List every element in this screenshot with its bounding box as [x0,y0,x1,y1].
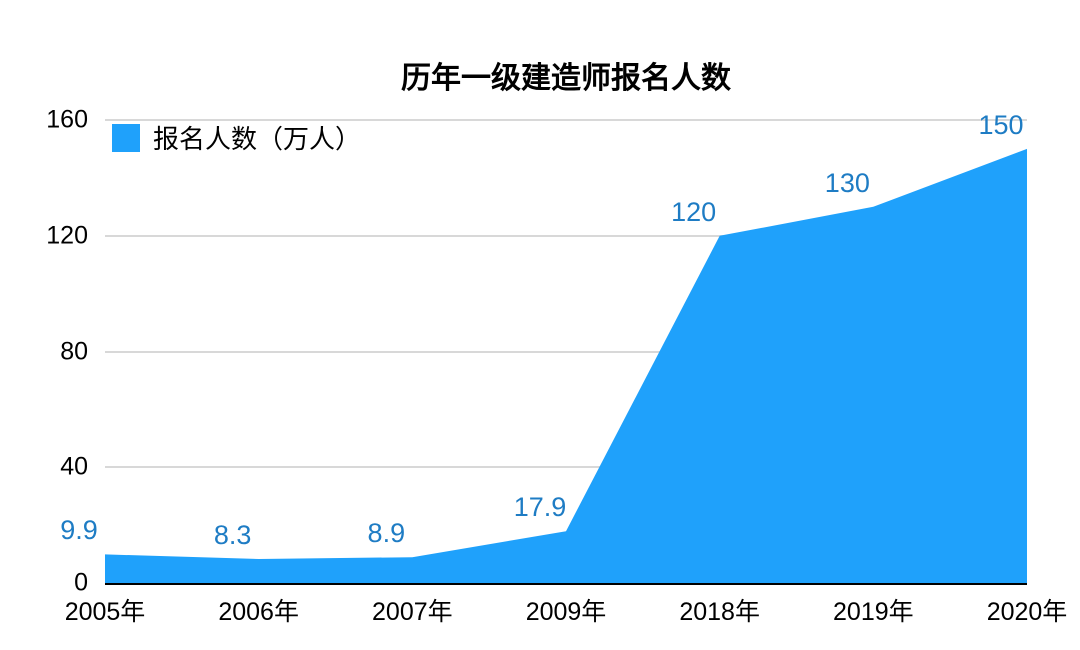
data-point-label: 150 [978,109,1024,140]
x-axis-tick-label: 2006年 [218,598,299,626]
data-point-label: 130 [824,167,870,198]
x-axis-tick-label: 2019年 [833,598,914,626]
y-axis-tick-label: 120 [46,221,88,250]
data-point-label: 17.9 [513,492,567,523]
x-axis-tick-label: 2020年 [986,598,1068,626]
area-series-shape [105,148,1027,583]
gridline-y-160 [105,119,1027,121]
gridline-y-120 [105,234,1027,237]
x-axis-tick-label: 2007年 [372,598,453,626]
legend: 报名人数（万人） [112,119,361,156]
data-point-label: 8.3 [213,519,252,550]
legend-swatch-icon [112,123,140,152]
data-point-label: 8.9 [367,518,406,549]
x-axis-tick-label: 2005年 [64,598,146,626]
gridline-y-40 [105,466,1027,469]
gridline-y-80 [105,350,1027,353]
y-axis-tick-label: 80 [60,337,88,365]
data-point-label: 9.9 [60,515,98,546]
y-axis-tick-label: 0 [74,568,88,597]
x-axis-line [105,583,1027,585]
data-point-label: 120 [671,196,717,227]
y-axis-tick-label: 160 [46,105,88,134]
x-axis-tick-label: 2018年 [679,598,760,626]
x-axis-tick-label: 2009年 [525,598,607,626]
y-axis-tick-label: 40 [60,452,88,481]
legend-label: 报名人数（万人） [153,124,362,154]
chart-title: 历年一级建造师报名人数 [401,62,731,95]
